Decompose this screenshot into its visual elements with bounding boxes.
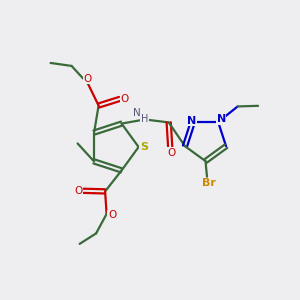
Text: H: H: [141, 114, 148, 124]
Text: O: O: [74, 186, 82, 196]
Text: O: O: [83, 74, 92, 83]
Text: N: N: [187, 116, 196, 125]
Text: O: O: [168, 148, 176, 158]
Text: N: N: [217, 114, 226, 124]
Text: O: O: [108, 210, 116, 220]
Text: S: S: [140, 142, 148, 152]
Text: N: N: [133, 108, 140, 118]
Text: Br: Br: [202, 178, 215, 188]
Text: O: O: [121, 94, 129, 104]
